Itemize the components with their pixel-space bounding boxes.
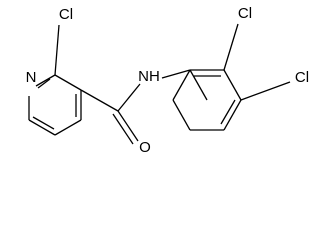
atom-label: O xyxy=(139,139,151,155)
atom-label: Cl xyxy=(238,5,252,22)
atom-label: NH xyxy=(138,68,160,85)
bond xyxy=(220,99,236,125)
bond xyxy=(172,69,191,101)
atom-label: Cl xyxy=(295,69,309,86)
bond xyxy=(32,116,55,130)
bond xyxy=(117,110,139,142)
bond xyxy=(223,23,239,71)
bond xyxy=(117,83,141,112)
bond xyxy=(223,69,242,101)
bond xyxy=(112,113,134,145)
bond xyxy=(28,119,56,136)
structure-diagram: N Cl O NH Cl Cl xyxy=(26,5,310,155)
atom-label: Cl xyxy=(59,6,73,23)
bond xyxy=(223,99,242,131)
bond xyxy=(189,69,208,101)
bond xyxy=(161,69,191,79)
bond xyxy=(172,99,191,131)
bonds xyxy=(28,23,291,145)
atom-label: N xyxy=(26,69,37,86)
bond xyxy=(54,74,82,91)
bond xyxy=(54,24,60,76)
bond xyxy=(54,119,82,136)
bond xyxy=(35,74,56,87)
bond xyxy=(240,81,291,101)
bond xyxy=(37,78,51,89)
bond xyxy=(80,89,119,112)
